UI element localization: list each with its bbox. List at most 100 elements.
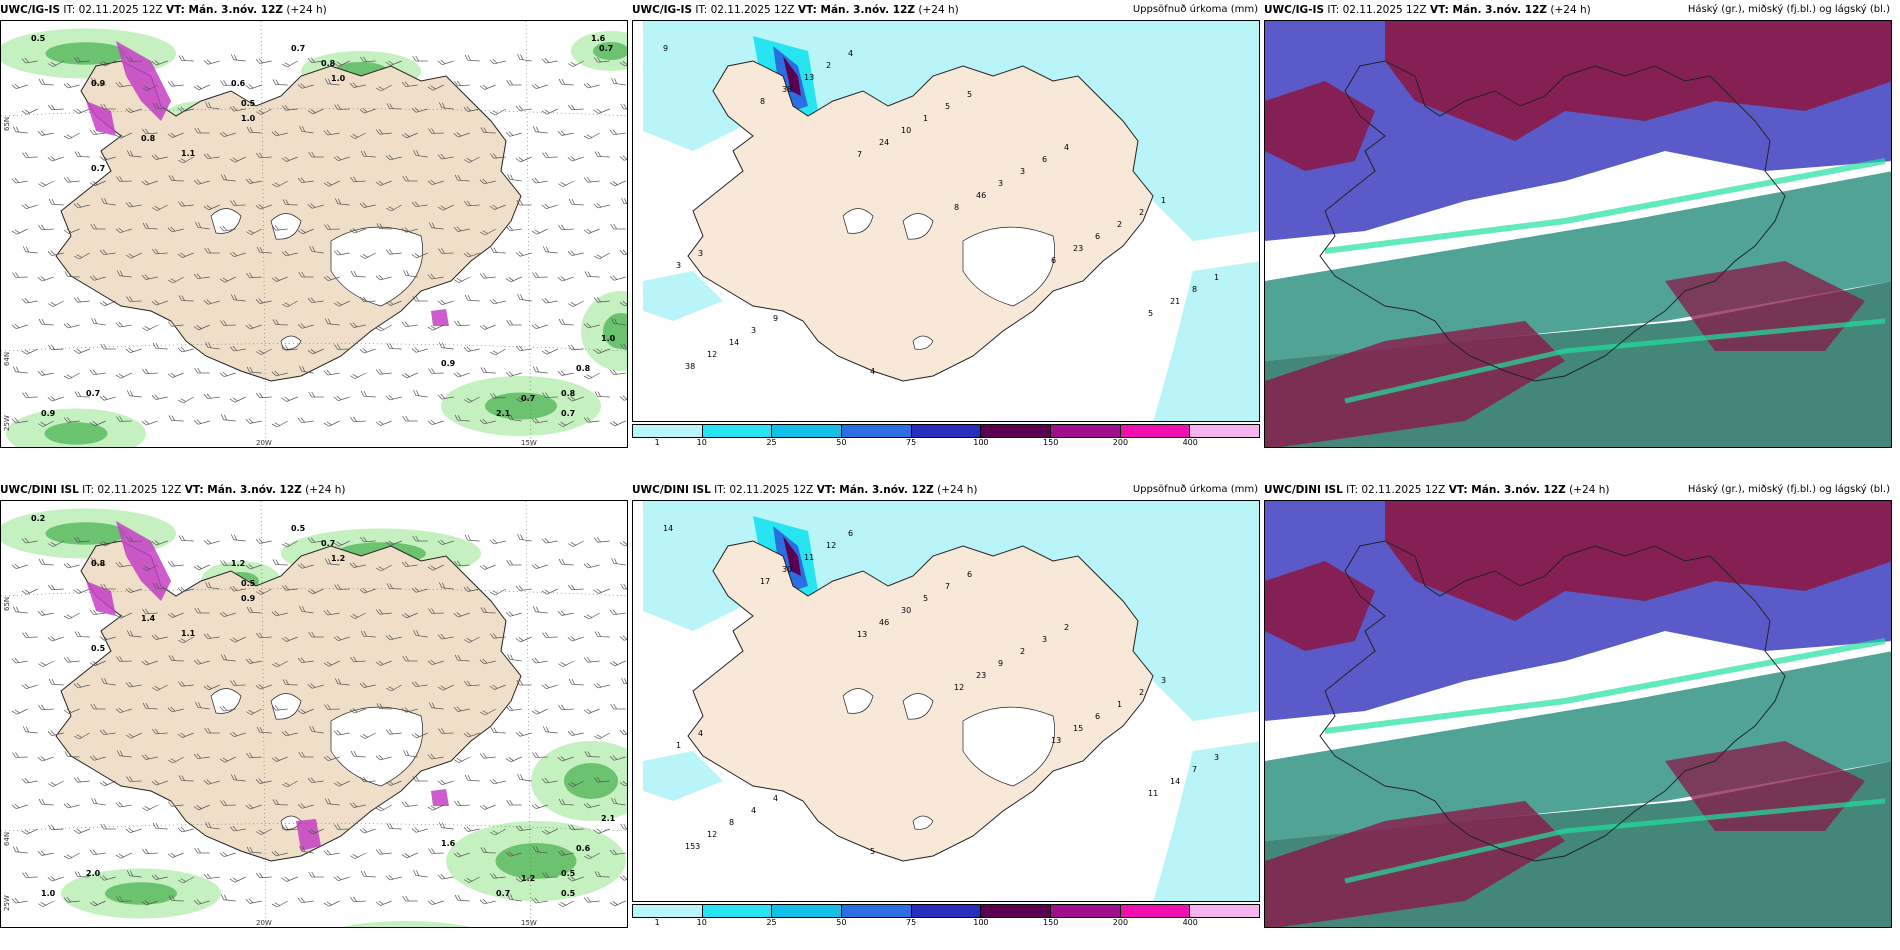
wind-barb (385, 540, 402, 546)
wind-barb (203, 873, 220, 880)
wind-barb (307, 537, 324, 544)
wind-barb (297, 417, 314, 424)
wind-barb (557, 130, 574, 136)
wind-barb (323, 755, 340, 762)
wind-barb (532, 366, 548, 374)
precip-map[interactable]: 9 8 7 8 6 5 38 38 24 46 23 21 12 13 10 3 6 8 14 2 1 3 2 1 3 4 5 6 2 3… (632, 20, 1260, 422)
wind-barb (245, 708, 262, 715)
legend-ticks: 1 10 25 50 75 100 150 200 400 (632, 438, 1260, 448)
model-name: UWC/IG-IS (632, 4, 693, 16)
wind-barb (73, 828, 90, 834)
wind-barb (437, 299, 454, 306)
wind-barb (246, 752, 262, 759)
wind-barb (385, 249, 402, 255)
legend-swatch (772, 425, 843, 437)
wind-barb (403, 749, 418, 758)
wind-barb (437, 59, 454, 66)
wind-barb (413, 389, 428, 398)
wind-barb (308, 151, 324, 158)
legend-tick-label: 25 (766, 918, 777, 927)
precip-value-label: 9 (998, 659, 1003, 668)
wind-barb (411, 347, 428, 353)
wind-value-label: 1.1 (181, 629, 196, 638)
precip-value-label: 24 (879, 138, 889, 147)
wind-barb (48, 678, 64, 686)
precip-value-label: 8 (954, 203, 959, 212)
wind-barb (437, 204, 454, 211)
wind-barb (557, 850, 574, 856)
wind-value-label: 0.8 (321, 59, 336, 68)
wind-barb (542, 726, 558, 734)
legend-swatch (1051, 425, 1121, 437)
wind-barb (517, 53, 532, 62)
wind-barb (619, 729, 627, 736)
wind-barb (74, 252, 90, 260)
wind-barb (584, 132, 600, 140)
panel-title: UWC/IG-IS IT: 02.11.2025 12Z VT: Mán. 3.… (1264, 4, 1591, 16)
wind-barb (505, 371, 522, 377)
wind-value-label: 1.1 (181, 149, 196, 158)
wind-barb (593, 202, 610, 209)
wind-barb (402, 175, 418, 182)
wind-barb (90, 703, 106, 710)
wind-barb (125, 347, 142, 354)
precip-value-label: 3 (751, 326, 756, 335)
wind-barb (542, 392, 558, 398)
wind-barb (21, 777, 38, 784)
cloud-map[interactable] (1264, 20, 1892, 448)
wind-barb (350, 656, 366, 663)
wind-barb (428, 222, 444, 230)
wind-barb (230, 774, 246, 782)
wind-barb (141, 180, 158, 186)
wind-barb (245, 564, 262, 570)
wind-barb (517, 293, 532, 302)
wind-barb (505, 225, 522, 232)
wind-barb (402, 415, 418, 422)
wind-barb (619, 635, 627, 641)
wind-barb (453, 612, 470, 618)
wind-barb (386, 103, 402, 110)
wind-barb (230, 680, 246, 686)
wind-barb (99, 60, 116, 67)
wind-barb (167, 801, 184, 807)
wind-barb (454, 560, 470, 567)
legend-tick-label: 200 (1112, 438, 1129, 447)
wind-barb (151, 60, 168, 66)
wind-barb (307, 57, 324, 64)
wind-barb (282, 60, 298, 68)
wind-barb (281, 156, 298, 162)
wind-barb (230, 200, 246, 206)
wind-barb (621, 197, 627, 206)
precip-value-label: 2 (1117, 220, 1122, 229)
wind-barb (47, 876, 64, 882)
wind-barb (333, 155, 350, 162)
wind-barb (142, 608, 158, 615)
precip-value-label: 46 (879, 618, 889, 627)
wind-barb (594, 151, 610, 158)
precip-value-label: 15 (1073, 724, 1083, 733)
precip-map[interactable]: 14 17 13 12 13 11 153 30 46 23 15 14 12 11 30 9 6 7 8 12 5 2 1… (632, 500, 1260, 902)
panel-wind-row1: UWC/IG-IS IT: 02.11.2025 12Z VT: Mán. 3.… (0, 0, 628, 448)
legend-swatch (1051, 905, 1121, 917)
forecast-step: (+24 h) (305, 484, 346, 496)
wind-barb (324, 798, 340, 806)
wind-map[interactable]: 0.2 0.5 0.7 1.2 0.8 1.2 0.5 0.9 1.4 1.1 0.5 1.0 2.0 2… (0, 500, 628, 928)
panel-title: UWC/DINI ISL IT: 02.11.2025 12Z VT: Mán.… (0, 484, 346, 496)
wind-barb (11, 417, 28, 424)
wind-barb (611, 797, 626, 806)
precip-value-label: 14 (1170, 777, 1180, 786)
wind-barb (89, 180, 106, 187)
cloud-map[interactable] (1264, 500, 1892, 928)
wind-map[interactable]: 0.5 0.7 0.8 1.0 0.9 0.6 0.5 1.0 0.8 1.1 0.7 0.9 0.7 1… (0, 20, 628, 448)
wind-barb (349, 372, 366, 379)
wind-barb (567, 730, 584, 736)
wind-barb (99, 635, 116, 641)
wind-barb (271, 276, 288, 282)
wind-barb (100, 583, 116, 590)
wind-barb (438, 248, 454, 254)
wind-barb (21, 57, 38, 64)
wind-barb (177, 732, 194, 738)
wind-barb (272, 900, 288, 908)
wind-barb (386, 684, 402, 692)
valid-time: VT: Mán. 3.nóv. 12Z (816, 484, 934, 496)
